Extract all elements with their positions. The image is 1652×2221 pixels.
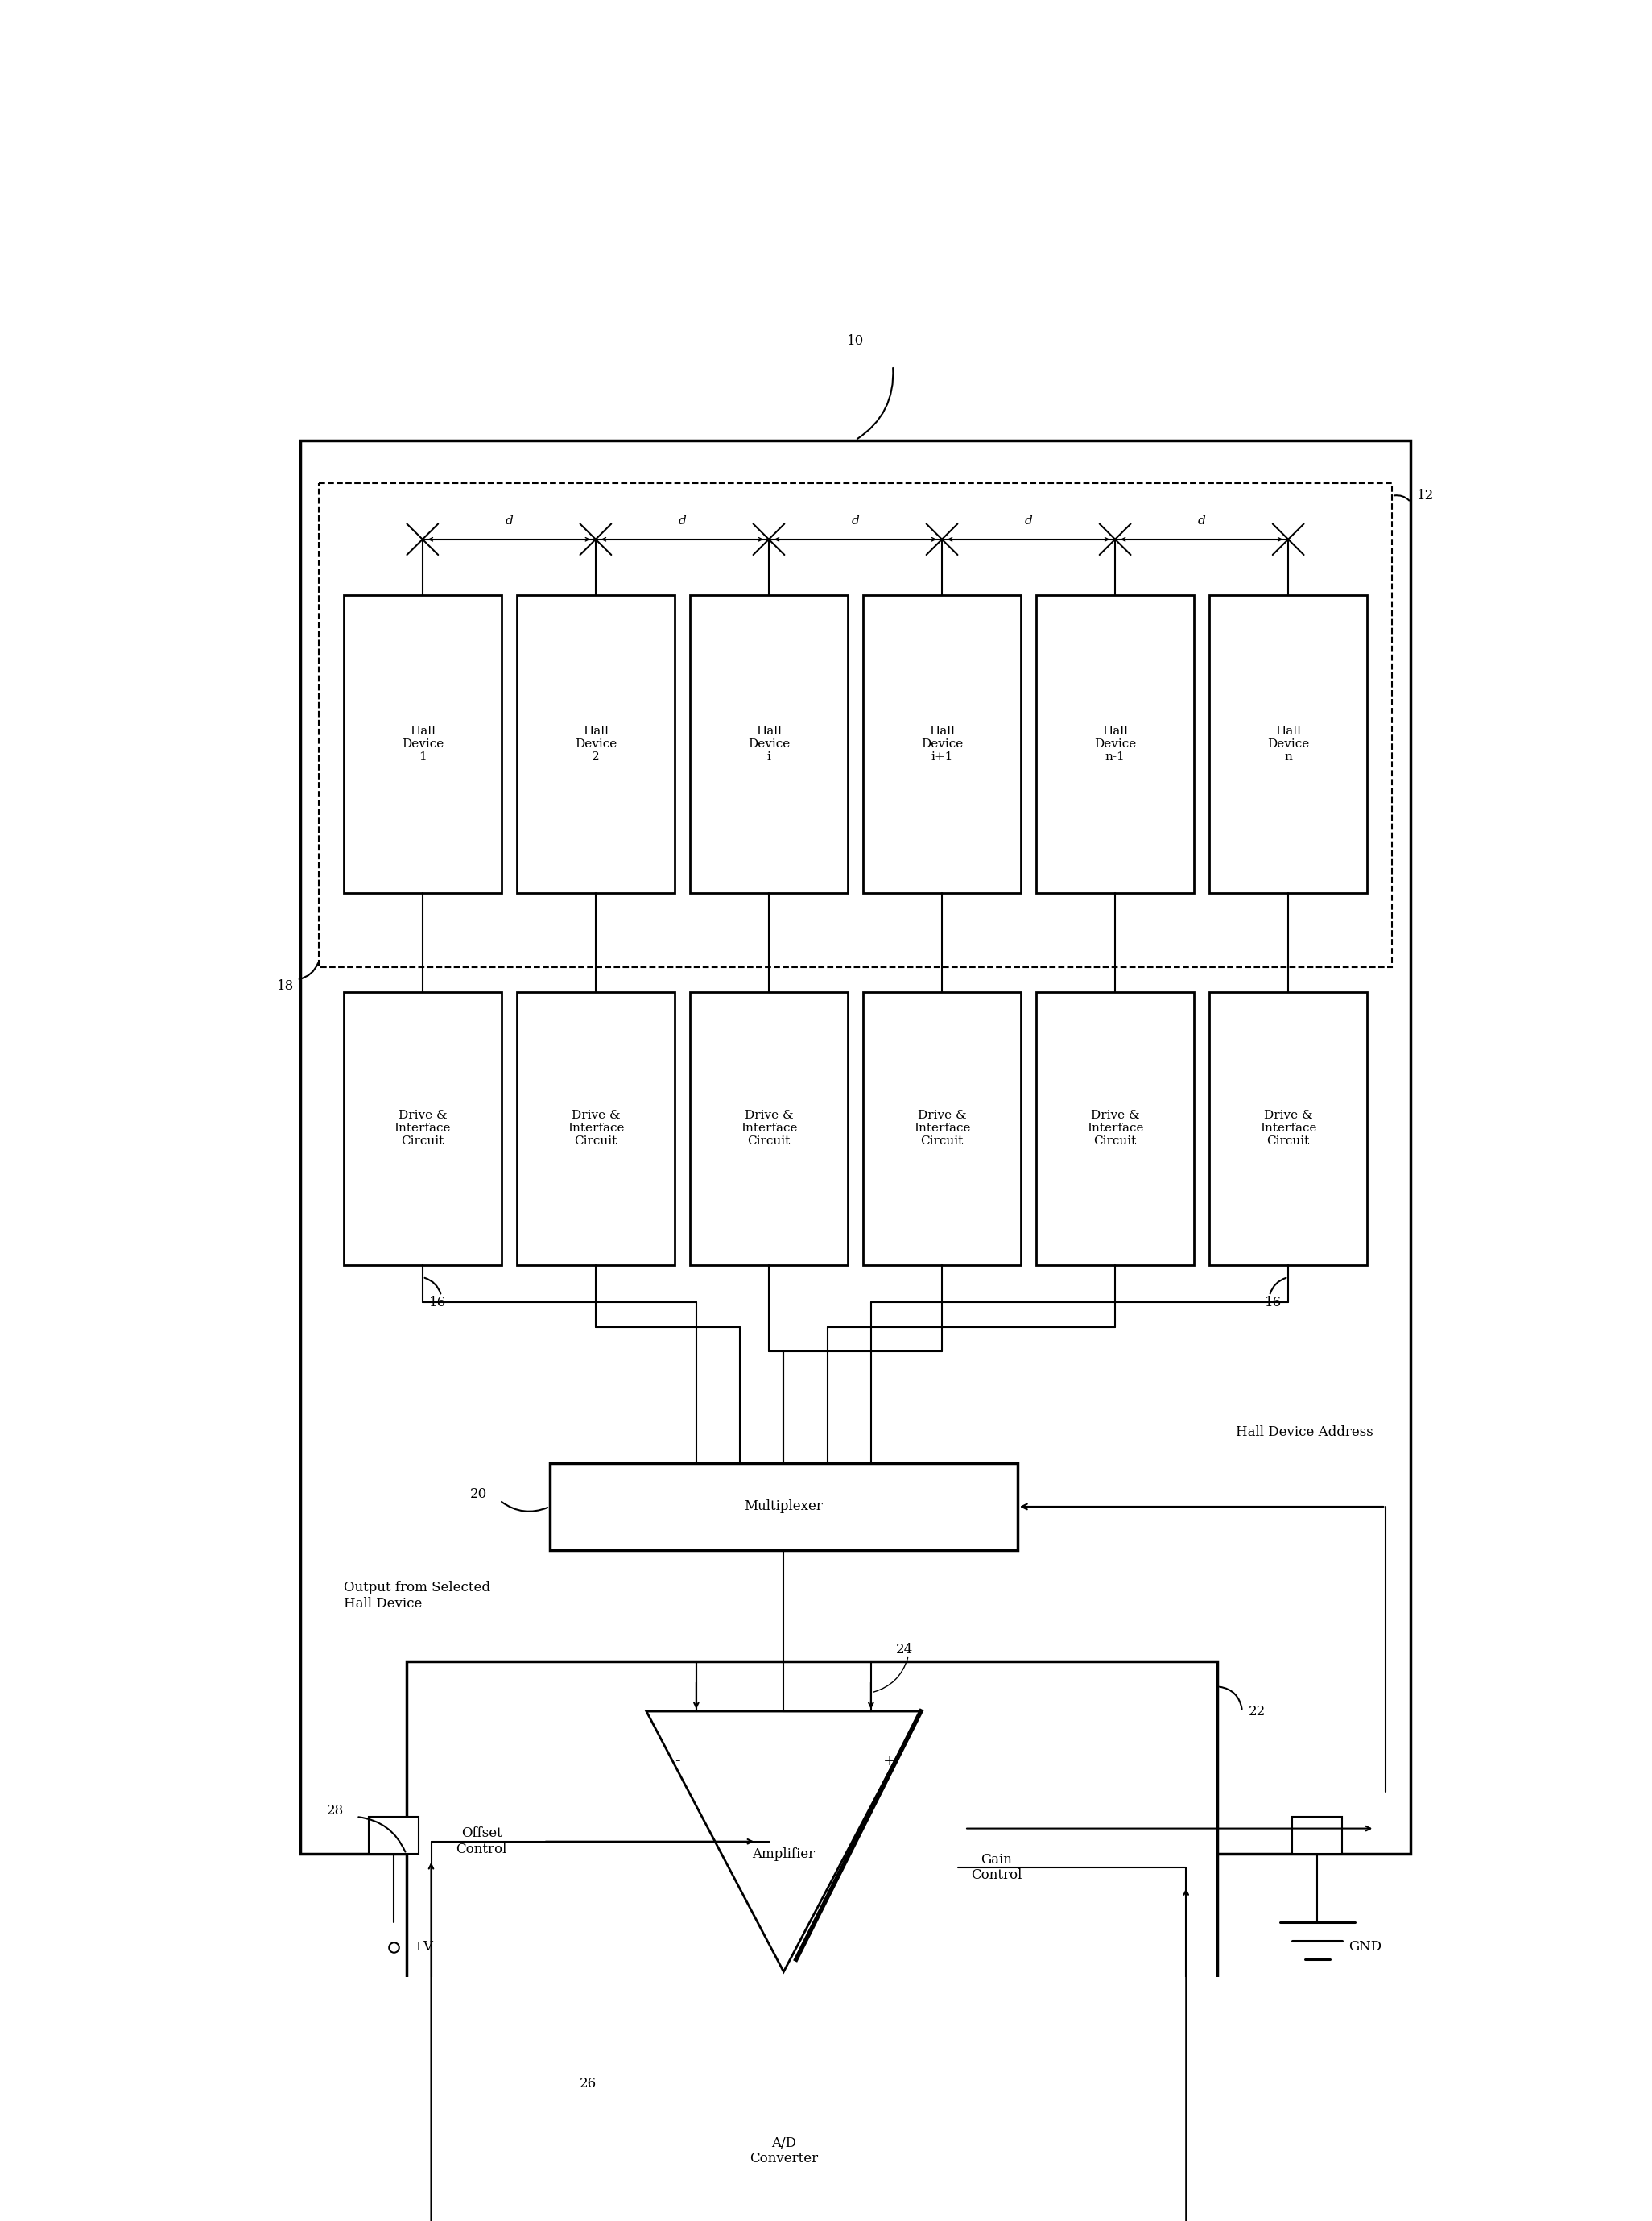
Text: Hall
Device
n: Hall Device n <box>1267 726 1310 762</box>
Text: 22: 22 <box>1249 1704 1265 1719</box>
Text: d: d <box>851 515 859 526</box>
Text: Drive &
Interface
Circuit: Drive & Interface Circuit <box>914 1110 970 1146</box>
Text: 28: 28 <box>327 1803 344 1817</box>
Text: 26: 26 <box>580 2077 596 2090</box>
Text: Drive &
Interface
Circuit: Drive & Interface Circuit <box>1087 1110 1143 1146</box>
Bar <box>1036 595 1194 893</box>
Text: Hall
Device
1: Hall Device 1 <box>401 726 444 762</box>
Bar <box>1209 993 1366 1264</box>
Bar <box>517 993 674 1264</box>
Text: 16: 16 <box>430 1295 446 1310</box>
Text: +: + <box>884 1755 897 1768</box>
Bar <box>344 595 501 893</box>
Text: Drive &
Interface
Circuit: Drive & Interface Circuit <box>395 1110 451 1146</box>
Text: 12: 12 <box>1417 489 1434 502</box>
Text: Drive &
Interface
Circuit: Drive & Interface Circuit <box>740 1110 798 1146</box>
Bar <box>864 595 1021 893</box>
Bar <box>319 484 1393 966</box>
Bar <box>1209 595 1366 893</box>
Text: Drive &
Interface
Circuit: Drive & Interface Circuit <box>567 1110 624 1146</box>
Bar <box>517 595 674 893</box>
Text: Offset
Control: Offset Control <box>456 1828 507 1857</box>
Bar <box>1036 993 1194 1264</box>
Text: A/D
Converter: A/D Converter <box>750 2137 818 2165</box>
Text: Drive &
Interface
Circuit: Drive & Interface Circuit <box>1260 1110 1317 1146</box>
Text: 24: 24 <box>895 1644 914 1657</box>
Bar <box>691 595 847 893</box>
Text: d: d <box>1198 515 1206 526</box>
Text: d: d <box>1024 515 1032 526</box>
Text: +V: +V <box>413 1941 433 1954</box>
Bar <box>1292 1817 1341 1855</box>
Text: d: d <box>679 515 686 526</box>
Bar <box>406 1661 1218 2221</box>
Text: Output from Selected
Hall Device: Output from Selected Hall Device <box>344 1581 491 1610</box>
Bar <box>691 993 847 1264</box>
Text: 16: 16 <box>1265 1295 1282 1310</box>
Text: 18: 18 <box>278 979 294 993</box>
Text: d: d <box>506 515 514 526</box>
Text: Gain
Control: Gain Control <box>971 1852 1023 1881</box>
Bar <box>344 993 501 1264</box>
Text: GND: GND <box>1348 1941 1381 1954</box>
Text: 10: 10 <box>847 333 864 349</box>
Text: 20: 20 <box>471 1488 487 1501</box>
Text: Amplifier: Amplifier <box>752 1848 814 1861</box>
Text: Hall
Device
n-1: Hall Device n-1 <box>1094 726 1137 762</box>
Bar <box>550 1464 1018 1550</box>
Bar <box>368 1817 418 1855</box>
Text: -: - <box>676 1755 681 1768</box>
Text: Hall
Device
i+1: Hall Device i+1 <box>920 726 963 762</box>
Text: Hall
Device
i: Hall Device i <box>748 726 790 762</box>
Text: Hall
Device
2: Hall Device 2 <box>575 726 616 762</box>
Bar <box>864 993 1021 1264</box>
Text: Hall Device Address: Hall Device Address <box>1236 1426 1373 1439</box>
Bar <box>301 440 1411 1855</box>
Text: Multiplexer: Multiplexer <box>745 1499 823 1513</box>
